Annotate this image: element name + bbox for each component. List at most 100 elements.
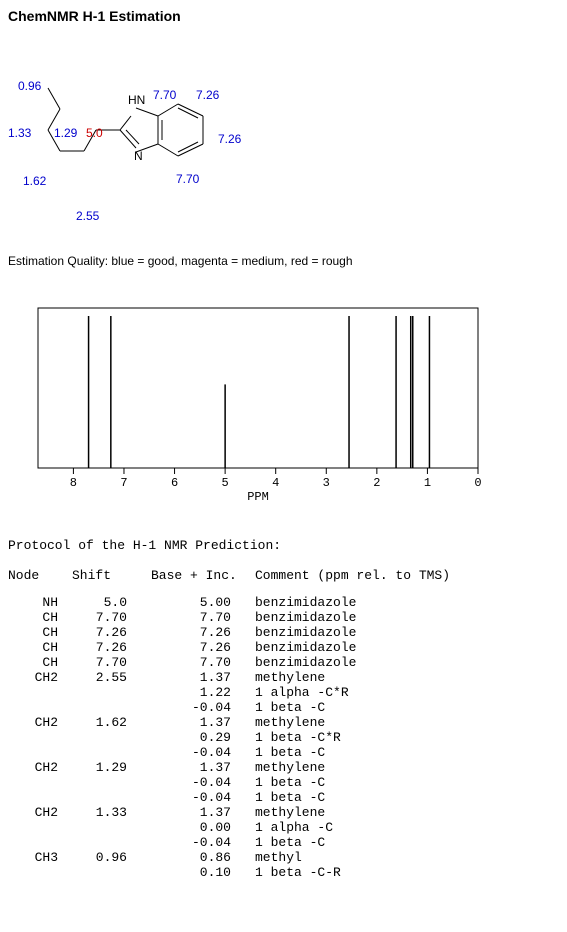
table-cell: CH	[8, 625, 72, 640]
shift-label: 7.26	[196, 88, 219, 102]
table-row: CH21.331.37methylene	[8, 805, 458, 820]
table-cell: CH	[8, 640, 72, 655]
table-cell	[8, 775, 72, 790]
molecule-structure: HNN 0.961.331.295.01.622.557.707.267.267…	[8, 44, 288, 224]
table-cell: methylene	[255, 805, 458, 820]
svg-text:7: 7	[120, 476, 127, 490]
table-cell	[72, 745, 151, 760]
shift-label: 5.0	[86, 126, 103, 140]
table-cell	[8, 790, 72, 805]
table-cell: 1 alpha -C	[255, 820, 458, 835]
table-cell: 1 beta -C	[255, 775, 458, 790]
svg-text:4: 4	[272, 476, 279, 490]
table-cell: 1.37	[151, 760, 255, 775]
table-row: -0.041 beta -C	[8, 775, 458, 790]
table-cell: 7.70	[151, 610, 255, 625]
table-cell: 7.70	[151, 655, 255, 670]
table-cell	[8, 820, 72, 835]
shift-label: 1.62	[23, 174, 46, 188]
table-cell: methylene	[255, 670, 458, 685]
table-row: NH5.05.00benzimidazole	[8, 595, 458, 610]
shift-label: 7.70	[176, 172, 199, 186]
table-header-row: Node Shift Base + Inc. Comment (ppm rel.…	[8, 568, 458, 595]
table-cell: 1.37	[151, 805, 255, 820]
table-cell: -0.04	[151, 790, 255, 805]
table-cell: benzimidazole	[255, 640, 458, 655]
table-cell: 7.70	[72, 610, 151, 625]
page-title: ChemNMR H-1 Estimation	[8, 8, 559, 24]
svg-text:HN: HN	[128, 93, 145, 107]
th-base: Base + Inc.	[151, 568, 255, 595]
svg-text:2: 2	[373, 476, 380, 490]
svg-text:5: 5	[222, 476, 229, 490]
table-cell	[72, 685, 151, 700]
th-shift: Shift	[72, 568, 151, 595]
table-cell: benzimidazole	[255, 655, 458, 670]
table-cell: 1 beta -C*R	[255, 730, 458, 745]
svg-text:N: N	[134, 149, 143, 163]
table-row: CH7.707.70benzimidazole	[8, 610, 458, 625]
table-cell: CH2	[8, 805, 72, 820]
svg-text:PPM: PPM	[247, 490, 269, 504]
table-cell: 0.00	[151, 820, 255, 835]
table-row: CH7.267.26benzimidazole	[8, 625, 458, 640]
table-cell: 7.26	[151, 640, 255, 655]
shift-label: 7.26	[218, 132, 241, 146]
table-cell: 1.37	[151, 670, 255, 685]
table-cell	[72, 700, 151, 715]
table-cell	[72, 865, 151, 880]
table-cell	[72, 820, 151, 835]
table-cell: methylene	[255, 760, 458, 775]
table-cell: 2.55	[72, 670, 151, 685]
table-cell: 1.37	[151, 715, 255, 730]
table-cell: benzimidazole	[255, 595, 458, 610]
th-comment: Comment (ppm rel. to TMS)	[255, 568, 458, 595]
table-cell: benzimidazole	[255, 625, 458, 640]
table-cell	[8, 700, 72, 715]
table-cell: CH	[8, 610, 72, 625]
table-row: CH7.707.70benzimidazole	[8, 655, 458, 670]
table-cell: CH	[8, 655, 72, 670]
table-cell: CH3	[8, 850, 72, 865]
table-cell: 0.96	[72, 850, 151, 865]
table-cell: 1.33	[72, 805, 151, 820]
table-cell: 1 beta -C	[255, 700, 458, 715]
table-cell: 0.86	[151, 850, 255, 865]
shift-label: 2.55	[76, 209, 99, 223]
table-row: CH30.960.86methyl	[8, 850, 458, 865]
shift-label: 1.33	[8, 126, 31, 140]
table-cell	[72, 730, 151, 745]
table-cell: -0.04	[151, 835, 255, 850]
table-cell	[8, 685, 72, 700]
table-cell: 1 beta -C	[255, 835, 458, 850]
table-cell: 1 beta -C	[255, 790, 458, 805]
table-row: 0.001 alpha -C	[8, 820, 458, 835]
th-node: Node	[8, 568, 72, 595]
svg-text:6: 6	[171, 476, 178, 490]
table-cell	[8, 865, 72, 880]
protocol-table: Node Shift Base + Inc. Comment (ppm rel.…	[8, 568, 458, 880]
table-row: 0.291 beta -C*R	[8, 730, 458, 745]
table-cell: 1 beta -C-R	[255, 865, 458, 880]
table-cell	[72, 775, 151, 790]
table-cell: 1 alpha -C*R	[255, 685, 458, 700]
table-cell	[72, 790, 151, 805]
svg-text:8: 8	[70, 476, 77, 490]
table-cell: -0.04	[151, 700, 255, 715]
table-cell: 5.0	[72, 595, 151, 610]
molecule-svg: HN N	[8, 44, 288, 224]
table-cell: 1.62	[72, 715, 151, 730]
table-cell: 0.29	[151, 730, 255, 745]
table-row: CH21.621.37methylene	[8, 715, 458, 730]
table-cell: -0.04	[151, 745, 255, 760]
table-row: CH21.291.37methylene	[8, 760, 458, 775]
table-cell: 1.29	[72, 760, 151, 775]
table-cell: 7.70	[72, 655, 151, 670]
table-row: -0.041 beta -C	[8, 745, 458, 760]
table-cell	[8, 730, 72, 745]
svg-text:3: 3	[323, 476, 330, 490]
table-cell: benzimidazole	[255, 610, 458, 625]
table-cell: 1 beta -C	[255, 745, 458, 760]
shift-label: 1.29	[54, 126, 77, 140]
table-cell: 1.22	[151, 685, 255, 700]
